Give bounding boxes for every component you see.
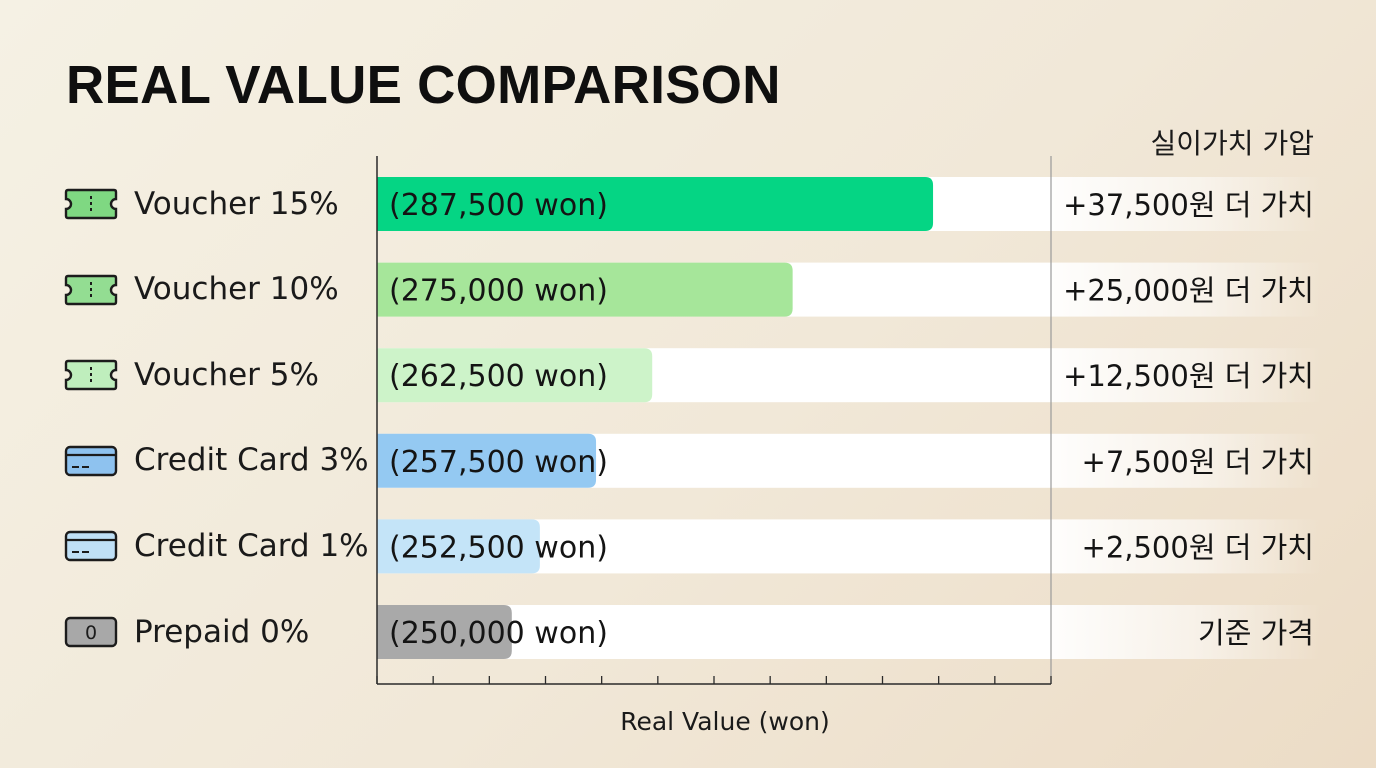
value-gain-label: 기준 가격	[1198, 616, 1314, 650]
category-label: Voucher 5%	[134, 356, 319, 393]
bar-value-label: (250,000 won)	[389, 616, 608, 651]
prepaid-badge-text: 0	[85, 622, 97, 644]
annotation-band	[1051, 605, 1322, 659]
annotation-column-header: 실이가치 가압	[1150, 127, 1314, 160]
annotation-band	[1051, 262, 1322, 317]
bar	[377, 605, 512, 659]
ticket-icon	[64, 274, 118, 305]
category-label-row: Credit Card 1%	[64, 519, 369, 573]
bar	[377, 519, 540, 574]
category-label-row: 0 Prepaid 0%	[64, 605, 309, 659]
annotation-band	[1051, 348, 1322, 403]
value-gain-label: +7,500원 더 가치	[1082, 445, 1314, 479]
bar-value-label: (257,500 won)	[389, 445, 608, 480]
category-label: Credit Card 1%	[134, 527, 369, 564]
bar-value-label: (275,000 won)	[389, 274, 608, 309]
bar	[377, 348, 653, 403]
annotation-band	[1051, 519, 1322, 574]
bar-value-label: (287,500 won)	[389, 188, 608, 223]
category-label-row: Voucher 10%	[64, 263, 339, 317]
annotation-band	[1051, 433, 1322, 488]
category-label: Prepaid 0%	[134, 613, 310, 650]
value-gain-label: +37,500원 더 가치	[1063, 188, 1314, 222]
category-label-row: Voucher 15%	[64, 177, 339, 231]
annotation-band	[1051, 177, 1322, 231]
prepaid-badge-icon: 0	[64, 616, 118, 648]
bar	[377, 177, 934, 231]
x-axis-label: Real Value (won)	[620, 707, 830, 736]
category-label: Credit Card 3%	[134, 442, 369, 479]
value-gain-label: +2,500원 더 가치	[1082, 530, 1314, 564]
credit-card-icon	[64, 445, 118, 476]
category-label-row: Credit Card 3%	[64, 434, 369, 488]
credit-card-icon	[64, 531, 118, 562]
category-label: Voucher 15%	[134, 185, 339, 222]
chart-title: REAL VALUE COMPARISON	[66, 55, 781, 115]
value-gain-label: +25,000원 더 가치	[1063, 274, 1314, 308]
value-gain-label: +12,500원 더 가치	[1063, 359, 1314, 393]
bar-value-label: (252,500 won)	[389, 530, 608, 565]
category-label-row: Voucher 5%	[64, 348, 319, 402]
ticket-icon	[64, 359, 118, 391]
bar-value-label: (262,500 won)	[389, 359, 608, 394]
bar	[377, 262, 793, 317]
category-label: Voucher 10%	[134, 271, 339, 308]
bar	[377, 433, 597, 488]
ticket-icon	[64, 188, 118, 220]
